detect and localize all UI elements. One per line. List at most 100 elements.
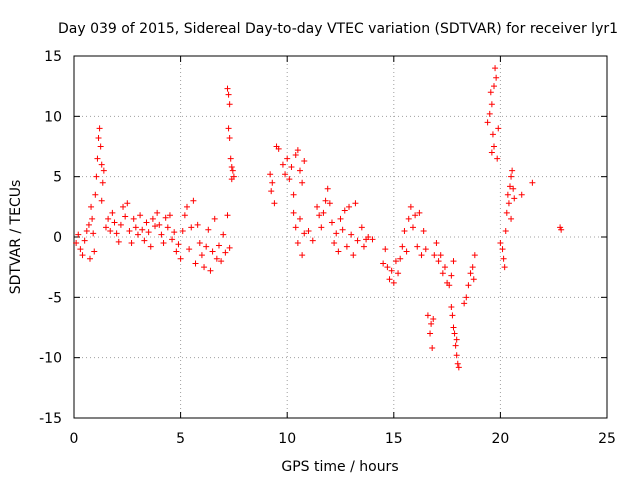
data-point [384, 264, 391, 271]
data-point [369, 236, 376, 243]
data-point [226, 101, 233, 108]
data-point [299, 252, 306, 259]
data-point [171, 229, 178, 236]
data-point [491, 83, 498, 90]
data-point [292, 151, 299, 158]
data-point [124, 200, 131, 207]
data-point [145, 229, 152, 236]
data-point [427, 330, 434, 337]
data-point [341, 207, 348, 214]
data-point [96, 125, 103, 132]
data-point [439, 270, 446, 277]
data-point [487, 89, 494, 96]
data-point [141, 237, 148, 244]
data-point [228, 164, 235, 171]
data-point [95, 135, 102, 142]
data-point [213, 255, 220, 262]
data-point [205, 226, 212, 233]
data-point [105, 215, 112, 222]
data-point [109, 209, 116, 216]
data-point [218, 258, 225, 265]
data-point [471, 252, 478, 259]
data-point [75, 231, 82, 238]
data-point [392, 258, 399, 265]
data-point [154, 209, 161, 216]
data-point [491, 143, 498, 150]
data-point [181, 212, 188, 219]
data-point [296, 215, 303, 222]
data-point [503, 209, 510, 216]
data-point [102, 224, 109, 231]
data-point [227, 155, 234, 162]
data-point [98, 197, 105, 204]
y-tick-label: 0 [53, 230, 62, 246]
data-point [324, 185, 331, 192]
data-point [508, 215, 515, 222]
data-point [428, 320, 435, 327]
data-point [418, 252, 425, 259]
data-point [226, 244, 233, 251]
data-point [271, 200, 278, 207]
data-point [201, 264, 208, 271]
data-point [198, 252, 205, 259]
data-point [488, 149, 495, 156]
data-point [504, 191, 511, 198]
data-point [275, 145, 282, 152]
data-point [454, 360, 461, 367]
data-point [424, 312, 431, 319]
data-point [120, 203, 127, 210]
data-point [492, 65, 499, 72]
data-point [494, 155, 501, 162]
data-point [73, 240, 80, 247]
data-point [360, 243, 367, 250]
data-point [222, 249, 229, 256]
data-point [448, 272, 455, 279]
data-point [99, 179, 106, 186]
data-point [343, 243, 350, 250]
data-point [164, 224, 171, 231]
data-point [422, 246, 429, 253]
data-point [113, 230, 120, 237]
data-point [215, 242, 222, 249]
data-point [128, 240, 135, 247]
data-point [501, 264, 508, 271]
data-point [382, 246, 389, 253]
x-tick-label: 0 [70, 431, 79, 447]
data-point [90, 230, 97, 237]
data-point [441, 264, 448, 271]
data-point [452, 342, 459, 349]
data-point [122, 213, 129, 220]
data-point [224, 85, 231, 92]
data-point [318, 224, 325, 231]
data-point [284, 155, 291, 162]
data-point [288, 164, 295, 171]
plot-frame [73, 55, 608, 419]
data-point [225, 125, 232, 132]
data-point [152, 223, 159, 230]
data-point [100, 167, 107, 174]
data-point [354, 237, 361, 244]
data-point [186, 246, 193, 253]
x-tick-label: 10 [278, 431, 296, 447]
data-point [173, 248, 180, 255]
data-point [86, 255, 93, 262]
data-point [296, 167, 303, 174]
data-point [463, 294, 470, 301]
data-point [85, 221, 92, 228]
data-point [451, 330, 458, 337]
data-point [94, 155, 101, 162]
data-point [188, 224, 195, 231]
data-point [166, 212, 173, 219]
data-point [331, 240, 338, 247]
data-point [450, 324, 457, 331]
x-tick-label: 25 [598, 431, 616, 447]
data-point [290, 191, 297, 198]
data-point [493, 74, 500, 81]
data-point [160, 240, 167, 247]
data-point [407, 203, 414, 210]
data-point [194, 221, 201, 228]
data-point [88, 203, 95, 210]
data-point [390, 279, 397, 286]
data-point [335, 248, 342, 255]
data-point [388, 267, 395, 274]
